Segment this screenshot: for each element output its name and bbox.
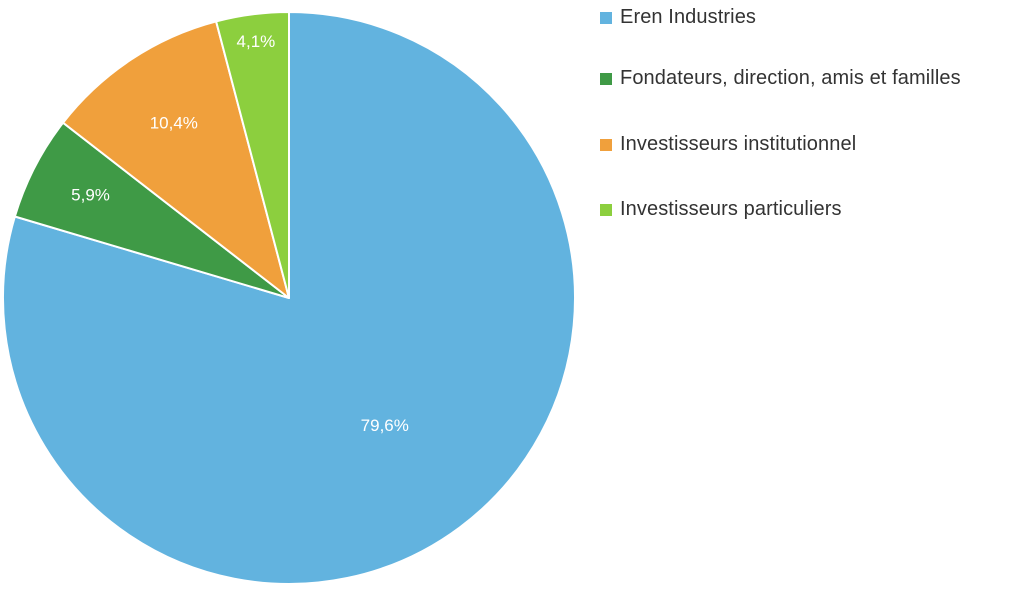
legend-swatch xyxy=(600,203,612,216)
pie-slice-label-fondateurs-direction-amis-et-familles: 5,9% xyxy=(71,186,110,205)
legend-item-fondateurs: Fondateurs, direction, amis et familles xyxy=(600,67,961,90)
legend-label: Investisseurs institutionnel xyxy=(620,133,857,155)
legend-label: Investisseurs particuliers xyxy=(620,198,842,220)
legend-item-investisseurs-particuliers: Investisseurs particuliers xyxy=(600,198,842,221)
pie-slice-labels: 79,6% 5,9% 10,4% 4,1% xyxy=(71,32,409,435)
pie-slice-investisseurs-particuliers xyxy=(215,11,290,299)
legend-item-investisseurs-institutionnel: Investisseurs institutionnel xyxy=(600,133,856,156)
pie-slice-label-investisseurs-institutionnel: 10,4% xyxy=(150,113,198,132)
legend-swatch xyxy=(600,138,612,151)
pie-slices xyxy=(2,11,576,585)
legend-item-eren-industries: Eren Industries xyxy=(600,6,756,29)
pie-slice-label-investisseurs-particuliers: 4,1% xyxy=(237,32,276,51)
pie-slice-investisseurs-institutionnel xyxy=(62,20,290,299)
legend-label: Fondateurs, direction, amis et familles xyxy=(620,67,961,89)
pie-slice-label-eren-industries: 79,6% xyxy=(361,416,409,435)
legend-swatch xyxy=(600,72,612,85)
legend-swatch xyxy=(600,11,612,24)
legend-label: Eren Industries xyxy=(620,6,757,28)
